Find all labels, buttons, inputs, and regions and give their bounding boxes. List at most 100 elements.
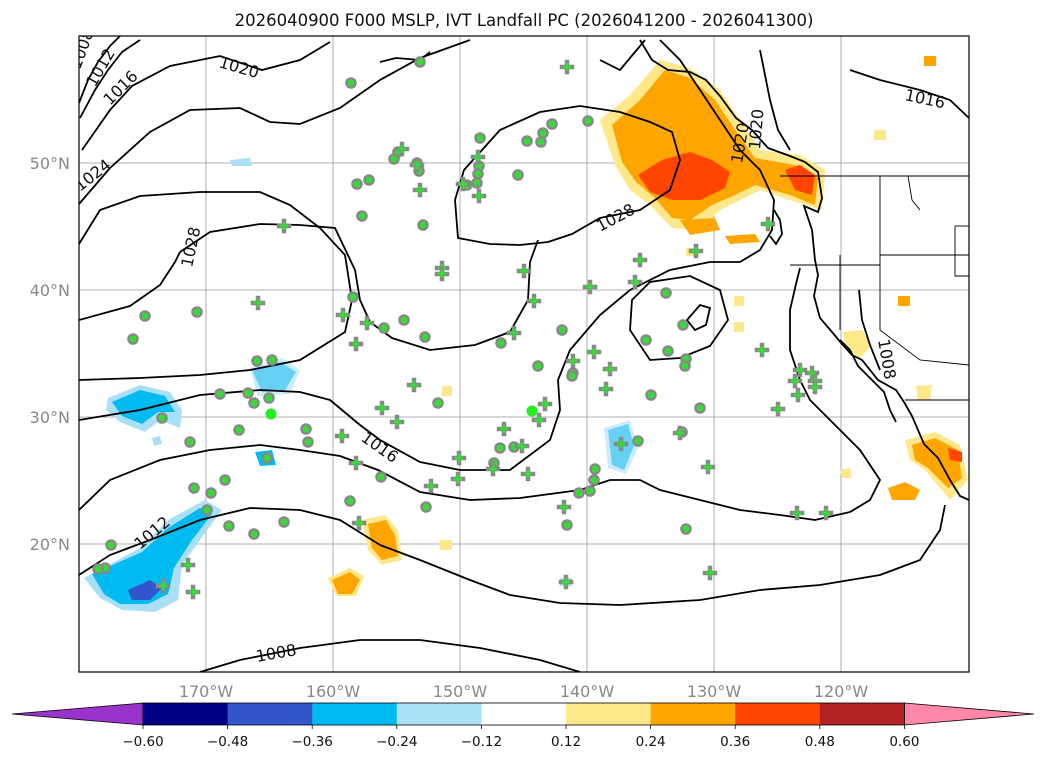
colorbar-segment <box>650 703 736 725</box>
pos-region-south-central <box>368 520 398 560</box>
station-plus-marker <box>180 557 196 573</box>
contour-1024-inner <box>629 275 729 361</box>
station-circle-marker <box>156 412 168 424</box>
station-circle-marker <box>184 436 196 448</box>
station-plus-marker <box>531 412 547 428</box>
station-circle-marker <box>677 319 689 331</box>
contour-1012-south <box>79 504 946 606</box>
contour-1012-north <box>79 39 141 119</box>
colorbar-segment <box>481 703 567 725</box>
neg-region-south-core <box>128 580 162 600</box>
station-circle-marker <box>188 482 200 494</box>
station-plus-marker <box>760 216 776 232</box>
station-plus-marker <box>516 263 532 279</box>
station-plus-marker <box>359 315 375 331</box>
station-circle-marker <box>105 539 117 551</box>
station-circle-marker <box>300 423 312 435</box>
station-circle-marker <box>417 219 429 231</box>
station-plus-marker <box>559 59 575 75</box>
station-circle-marker <box>566 370 578 382</box>
station-plus-marker <box>702 565 718 581</box>
station-plus-marker <box>250 295 266 311</box>
station-circle-marker <box>248 528 260 540</box>
contour-1016-north <box>81 41 331 151</box>
station-plus-marker <box>409 157 425 173</box>
station-circle-marker <box>248 397 260 409</box>
station-plus-marker <box>790 387 806 403</box>
station-circle-marker <box>375 471 387 483</box>
station-circle-marker <box>414 56 426 68</box>
station-circle-marker <box>573 487 585 499</box>
contour-1024-arc <box>79 251 181 321</box>
colorbar-tick-label: −0.24 <box>376 734 417 750</box>
station-plus-marker <box>406 377 422 393</box>
station-circle-marker <box>584 485 596 497</box>
colorbar-segment <box>227 703 313 725</box>
station-plus-marker <box>185 584 201 600</box>
station-circle-marker <box>201 504 213 516</box>
station-circle-marker <box>472 168 484 180</box>
station-circle-marker <box>419 331 431 343</box>
station-plus-marker <box>586 344 602 360</box>
station-plus-marker <box>565 353 581 369</box>
station-circle-marker <box>351 178 363 190</box>
pos-region-baja <box>888 482 920 500</box>
border-state-7 <box>907 175 921 211</box>
station-circle-marker <box>582 115 594 127</box>
station-circle-marker <box>344 495 356 507</box>
station-circle-marker <box>471 177 483 189</box>
colorbar-tick-label: −0.60 <box>122 734 163 750</box>
station-circle-marker <box>632 435 644 447</box>
station-circle-marker <box>546 118 558 130</box>
colorbar-tick-label: 0.48 <box>805 734 835 750</box>
station-circle-marker <box>535 136 547 148</box>
station-plus-marker <box>818 505 834 521</box>
station-plus-marker <box>496 421 512 437</box>
station-circle-marker <box>278 516 290 528</box>
station-plus-marker <box>632 252 648 268</box>
pos-region-pnw-core <box>638 152 730 200</box>
station-plus-marker <box>455 176 471 192</box>
colorbar-segment <box>396 703 482 725</box>
station-plus-marker <box>451 450 467 466</box>
latitude-labels: 50°N 40°N 30°N 20°N <box>30 154 70 554</box>
station-circle-marker <box>662 345 674 357</box>
station-circle-marker <box>363 174 375 186</box>
station-circle-marker <box>219 474 231 486</box>
station-circle-marker <box>398 314 410 326</box>
station-circle-marker <box>432 397 444 409</box>
station-plus-marker <box>792 362 808 378</box>
lon-label-150w: 150°W <box>433 682 488 701</box>
neg-region-small-2 <box>152 436 162 446</box>
map-title: 2026040900 F000 MSLP, IVT Landfall PC (2… <box>235 11 814 30</box>
station-circle-marker <box>356 210 368 222</box>
station-plus-marker <box>450 471 466 487</box>
station-circle-marker <box>378 322 390 334</box>
station-plus-marker <box>470 149 486 165</box>
station-plus-marker <box>556 499 572 515</box>
colorbar: −0.60 −0.48 −0.36 −0.24 −0.12 0.12 0.24 0.36 0.4… <box>11 702 1035 750</box>
lon-label-130w: 130°W <box>687 682 742 701</box>
lon-label-120w: 120°W <box>814 682 869 701</box>
station-dot-marker <box>526 405 538 417</box>
map-panel: 1008 1012 1016 1020 1024 1028 1028 1016 … <box>78 35 970 673</box>
station-circle-marker <box>92 563 104 575</box>
contour-1008-ne <box>858 289 881 371</box>
station-plus-marker <box>627 274 643 290</box>
station-plus-marker <box>807 379 823 395</box>
lat-label-30n: 30°N <box>30 408 70 427</box>
station-dot-markers <box>265 405 538 420</box>
colorbar-tick-label: 0.36 <box>720 734 750 750</box>
colorbar-min-extend <box>11 702 144 726</box>
station-plus-marker <box>700 459 716 475</box>
station-circle-marker <box>139 310 151 322</box>
station-circle-marker <box>214 388 226 400</box>
station-circle-marker <box>191 306 203 318</box>
station-plus-marker <box>770 401 786 417</box>
station-circle-marker <box>561 519 573 531</box>
pos-region-south <box>332 572 360 594</box>
station-circle-marker <box>537 127 549 139</box>
station-circle-marker <box>233 424 245 436</box>
lon-label-140w: 140°W <box>560 682 615 701</box>
station-circle-marker <box>495 337 507 349</box>
